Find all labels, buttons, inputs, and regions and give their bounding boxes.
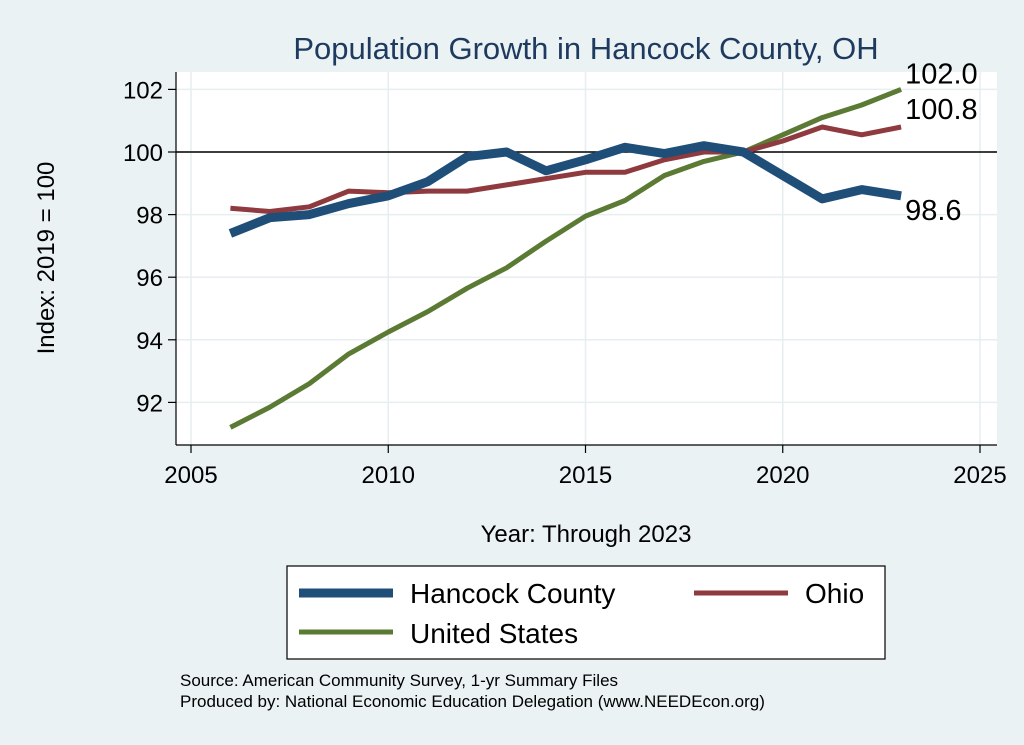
end-label-united-states: 102.0 bbox=[905, 58, 978, 90]
legend-box bbox=[286, 565, 886, 660]
legend-label-united-states: United States bbox=[410, 618, 578, 649]
y-tick-label-102: 102 bbox=[123, 77, 163, 104]
x-tick-label-2025: 2025 bbox=[953, 462, 1006, 489]
series-line-ohio bbox=[230, 124, 902, 214]
series-lines: 98.6 100.8 102.0 bbox=[228, 58, 978, 430]
x-tick-label-2015: 2015 bbox=[559, 462, 612, 489]
y-tick-label-98: 98 bbox=[136, 203, 163, 230]
axis-ticks: 92 94 96 98 100 102 2005 2010 2015 2020 2025 bbox=[123, 77, 1007, 489]
chart-title: Population Growth in Hancock County, OH bbox=[293, 31, 878, 66]
produced-by-note: Produced by: National Economic Education… bbox=[180, 692, 765, 711]
x-tick-label-2005: 2005 bbox=[164, 462, 217, 489]
series-line-hancock-county bbox=[228, 141, 902, 238]
series-line-united-states bbox=[229, 87, 903, 430]
x-axis-title: Year: Through 2023 bbox=[481, 521, 692, 548]
legend-label-hancock: Hancock County bbox=[410, 578, 615, 609]
x-tick-label-2010: 2010 bbox=[362, 462, 415, 489]
x-tick-label-2020: 2020 bbox=[756, 462, 809, 489]
y-axis-title: Index: 2019 = 100 bbox=[33, 162, 60, 355]
y-tick-label-94: 94 bbox=[136, 328, 163, 355]
legend-label-ohio: Ohio bbox=[805, 578, 864, 609]
grid-lines bbox=[176, 72, 997, 445]
end-label-ohio: 100.8 bbox=[905, 94, 978, 126]
y-tick-label-100: 100 bbox=[123, 140, 163, 167]
y-tick-label-92: 92 bbox=[136, 390, 163, 417]
y-tick-label-96: 96 bbox=[136, 265, 163, 292]
end-label-hancock-county: 98.6 bbox=[905, 195, 961, 227]
source-note: Source: American Community Survey, 1-yr … bbox=[180, 671, 618, 690]
